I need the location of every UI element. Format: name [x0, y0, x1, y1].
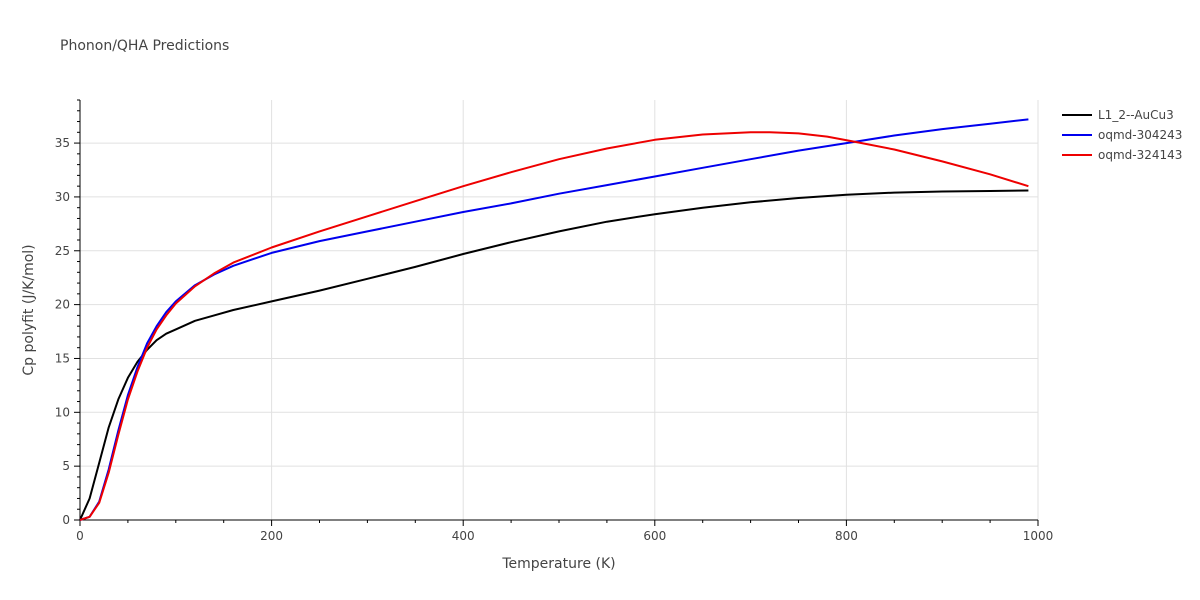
- series-group: [79, 118, 1029, 521]
- x-tick-label: 200: [260, 529, 283, 543]
- axes: 0 200 400 600 800 1000 0 5 10 15 20 25 30 35: [55, 99, 1054, 543]
- legend-label-2[interactable]: oqmd-304243: [1098, 128, 1182, 142]
- y-tick-label: 25: [55, 244, 70, 258]
- legend-label-1[interactable]: L1_2--AuCu3: [1098, 108, 1174, 122]
- y-tick-label: 0: [62, 513, 70, 527]
- series-line-3: [79, 131, 1029, 521]
- x-tick-label: 400: [452, 529, 475, 543]
- chart-title: Phonon/QHA Predictions: [60, 38, 229, 54]
- legend-label-3[interactable]: oqmd-324143: [1098, 148, 1182, 162]
- y-tick-label: 30: [55, 190, 70, 204]
- series-line-1: [79, 189, 1029, 521]
- x-tick-label: 0: [76, 529, 84, 543]
- x-axis-title: Temperature (K): [501, 556, 615, 572]
- y-tick-label: 20: [55, 298, 70, 312]
- grid: [80, 100, 1039, 520]
- y-tick-label: 15: [55, 351, 70, 365]
- x-tick-label: 800: [835, 529, 858, 543]
- y-axis-title: Cp polyfit (J/K/mol): [21, 244, 37, 375]
- series-line-2: [79, 118, 1029, 521]
- y-tick-label: 5: [62, 459, 70, 473]
- x-tick-label: 1000: [1023, 529, 1054, 543]
- y-tick-label: 35: [55, 136, 70, 150]
- legend: L1_2--AuCu3 oqmd-304243 oqmd-324143: [1062, 108, 1182, 162]
- x-tick-label: 600: [643, 529, 666, 543]
- y-tick-label: 10: [55, 405, 70, 419]
